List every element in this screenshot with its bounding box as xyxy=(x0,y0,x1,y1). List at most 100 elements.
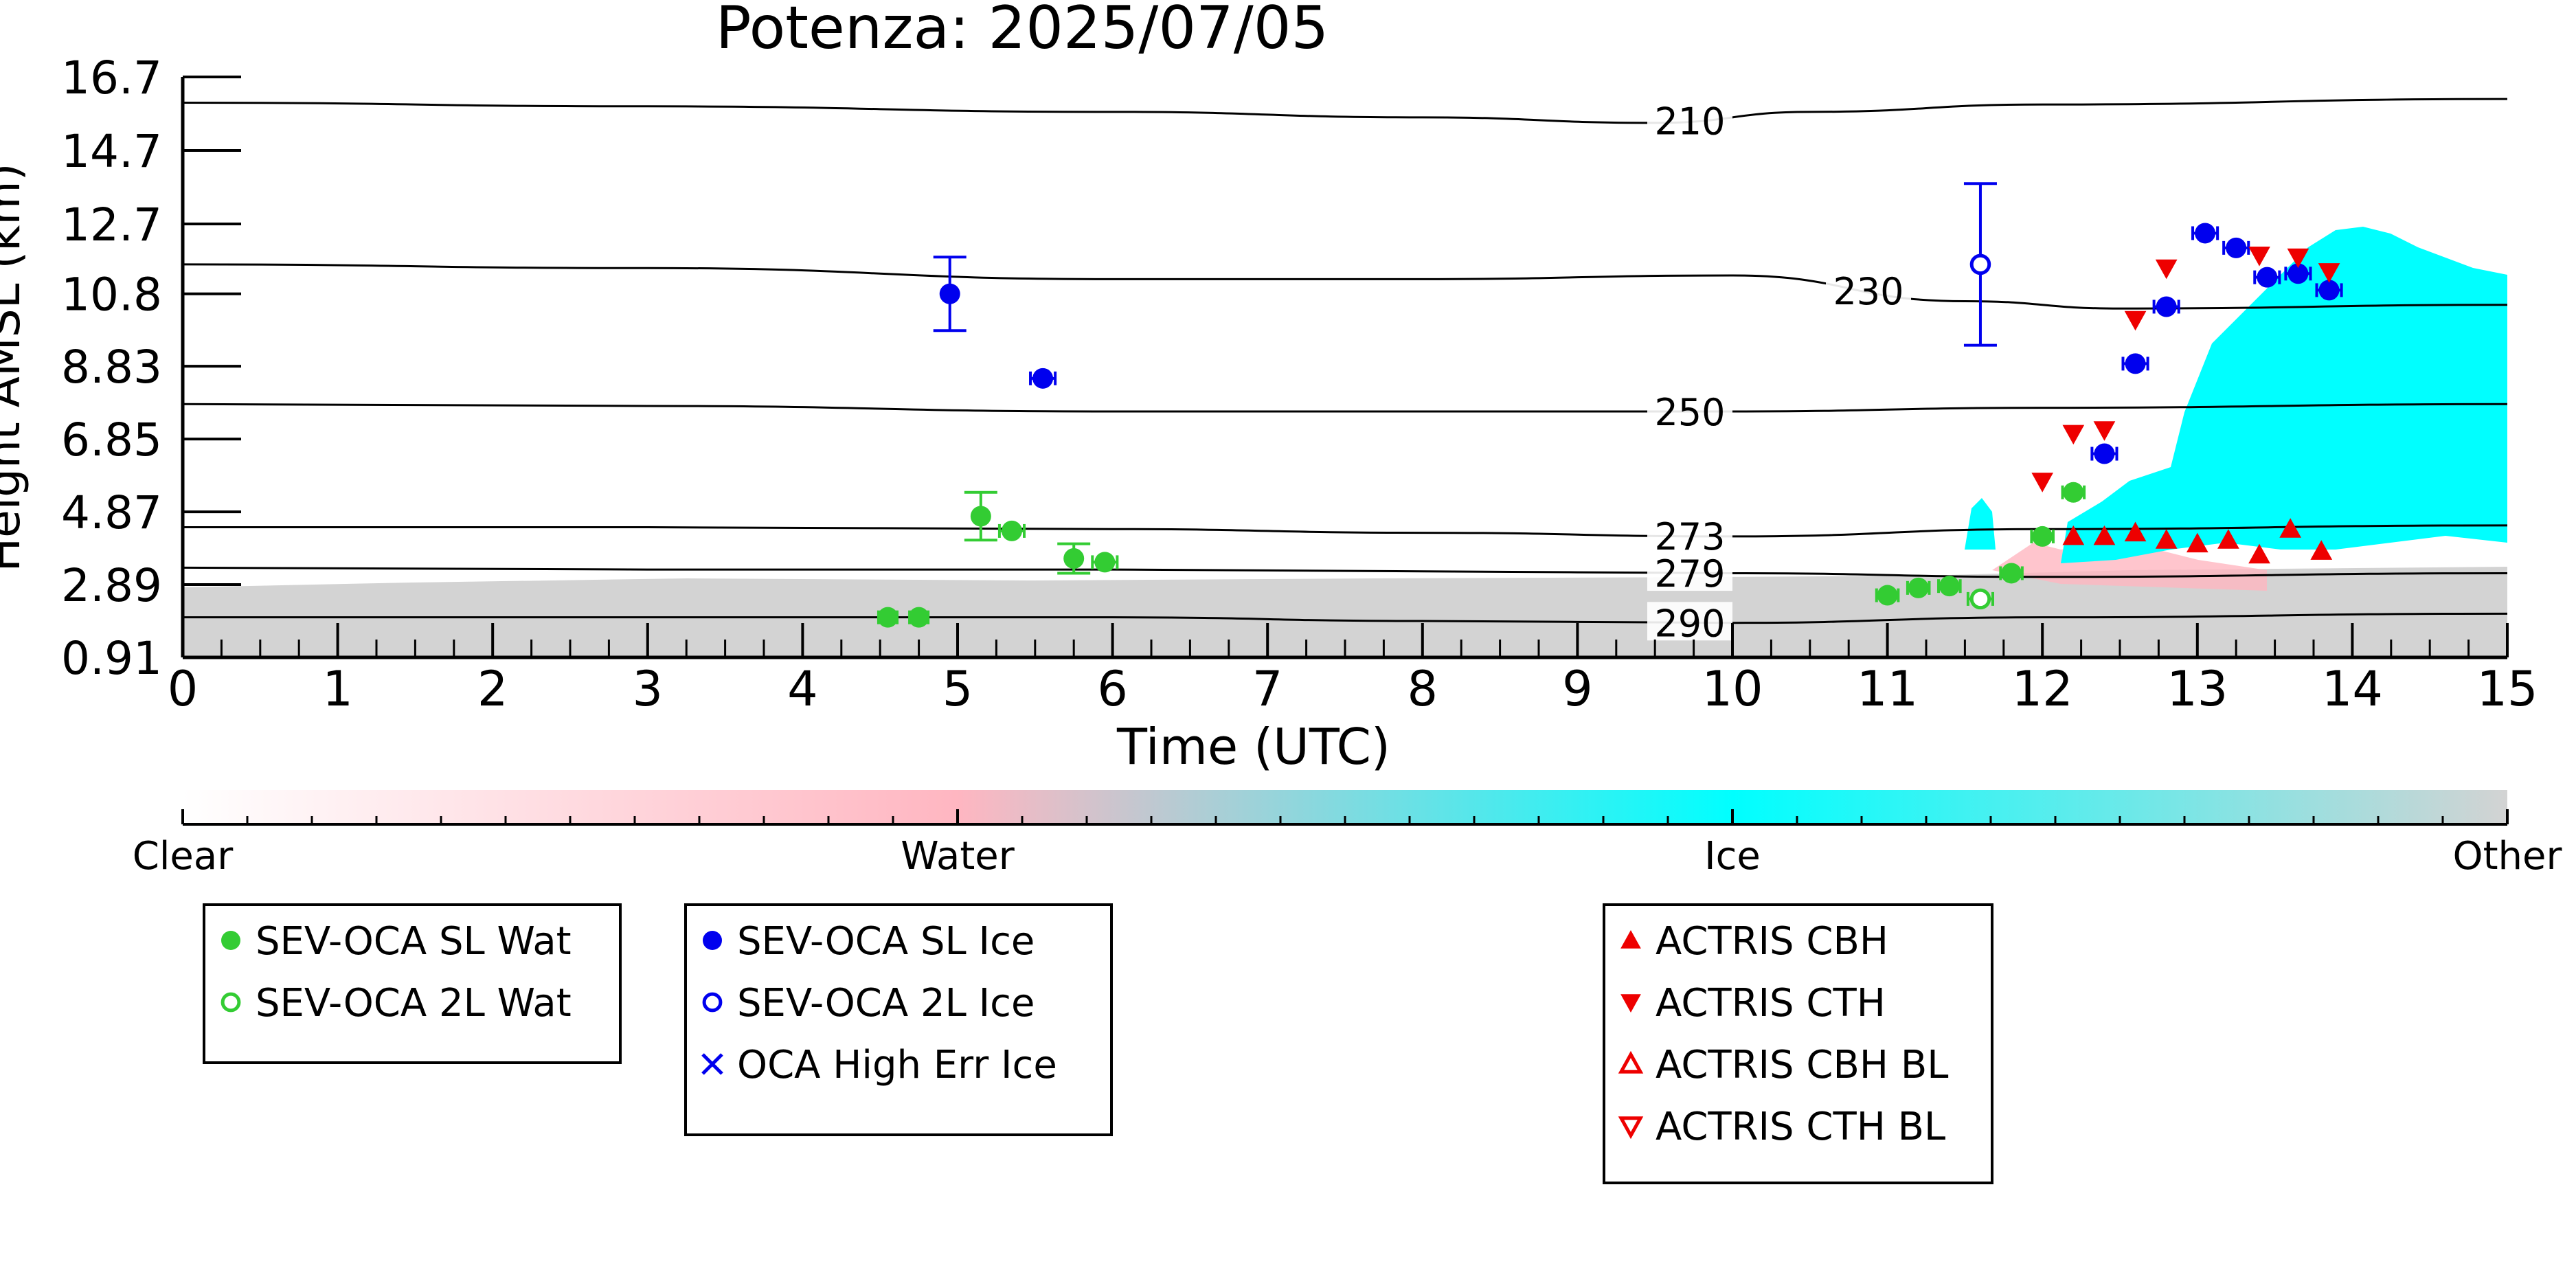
isotherm-label: 279 xyxy=(1654,552,1725,596)
x-tick-label: 15 xyxy=(2476,661,2538,717)
x-tick-label: 11 xyxy=(1857,661,1918,717)
data-point xyxy=(221,992,241,1013)
data-point xyxy=(2217,529,2239,549)
y-tick-label: 8.83 xyxy=(61,341,162,394)
x-tick-label: 8 xyxy=(1408,661,1438,717)
series-actris-cth xyxy=(2031,247,2340,493)
isotherm-layer xyxy=(183,98,2507,624)
data-point xyxy=(2063,482,2084,503)
data-point xyxy=(2155,529,2178,549)
chart-title: Potenza: 2025/07/05 xyxy=(716,0,1329,63)
data-point xyxy=(2156,296,2177,317)
x-axis-label: Time (UTC) xyxy=(1116,718,1390,776)
y-tick-label: 10.8 xyxy=(61,269,162,321)
y-tick-label: 4.87 xyxy=(61,486,162,539)
ice-cloud-column xyxy=(1965,498,1996,550)
x-tick-label: 1 xyxy=(322,661,353,717)
x-tick-label: 2 xyxy=(477,661,508,717)
data-point xyxy=(1908,577,1929,598)
x-tick-label: 7 xyxy=(1252,661,1283,717)
legend-item-label: SEV-OCA 2L Wat xyxy=(256,981,572,1026)
y-tick-label: 2.89 xyxy=(61,559,162,612)
legend-item-label: ACTRIS CBH xyxy=(1656,919,1888,964)
isotherm-label-bg xyxy=(1647,515,1732,554)
y-axis-label: Height AMSL (km) xyxy=(0,163,30,572)
data-point xyxy=(2062,525,2085,545)
x-tick-label: 10 xyxy=(1702,661,1763,717)
data-point xyxy=(2031,473,2054,493)
data-point xyxy=(1032,368,1054,389)
data-point xyxy=(2093,421,2116,441)
data-point xyxy=(2124,310,2147,331)
data-point xyxy=(2094,443,2115,464)
series-sev-oca-2l-wat xyxy=(1966,588,1995,610)
data-point xyxy=(877,607,899,628)
legend-item-label: ACTRIS CBH BL xyxy=(1656,1043,1948,1087)
legend-item-label: SEV-OCA 2L Ice xyxy=(737,981,1035,1026)
data-point xyxy=(1877,585,1898,606)
isotherm-label: 230 xyxy=(1833,270,1903,313)
data-point xyxy=(2287,248,2309,269)
legend-box: SEV-OCA SL Ice SEV-OCA 2L Ice OCA High Err… xyxy=(684,903,1113,1136)
data-point xyxy=(221,931,240,950)
colorbar-ticks: Clear Water Ice Other xyxy=(133,809,2562,879)
isotherm-line xyxy=(183,98,2507,124)
legend-box: SEV-OCA SL Wat SEV-OCA 2L Wat xyxy=(203,903,622,1064)
data-point xyxy=(2287,263,2309,284)
data-point xyxy=(1620,929,1641,949)
y-ticks: 0.91 2.89 4.87 6.85 8.83 10.8 12.7 14.7 16.7 xyxy=(61,52,241,685)
isotherm-line xyxy=(183,263,2507,310)
data-point xyxy=(2248,543,2270,564)
x-tick-label: 3 xyxy=(633,661,664,717)
series-actris-cbh xyxy=(2062,518,2333,564)
data-point xyxy=(2248,247,2270,267)
data-point xyxy=(2257,267,2278,288)
legend-item-label: ACTRIS CTH xyxy=(1656,981,1886,1026)
data-point xyxy=(2155,259,2178,280)
isotherm-label-bg xyxy=(1826,269,1911,308)
data-point xyxy=(1063,548,1085,569)
x-tick-label: 13 xyxy=(2167,661,2228,717)
x-tick-label: 5 xyxy=(942,661,973,717)
data-point xyxy=(1969,588,1991,610)
colorbar-tick-label: Ice xyxy=(1704,834,1761,879)
x-tick-label: 12 xyxy=(2012,661,2073,717)
y-tick-label: 16.7 xyxy=(61,52,162,104)
data-point xyxy=(2125,353,2146,374)
data-point xyxy=(2279,518,2302,538)
legend-item-label: SEV-OCA SL Ice xyxy=(737,919,1035,964)
data-point xyxy=(1939,576,1960,597)
data-point xyxy=(939,283,960,304)
x-tick-label: 14 xyxy=(2322,661,2383,717)
data-point xyxy=(2124,521,2147,542)
series-layer xyxy=(877,182,2343,628)
legend-box: ACTRIS CBH ACTRIS CTH ACTRIS CBH BL ACTRIS … xyxy=(1603,903,1993,1184)
data-point xyxy=(2062,425,2085,445)
y-tick-label: 12.7 xyxy=(61,199,162,251)
data-point xyxy=(1618,1116,1644,1140)
x-tick-label: 9 xyxy=(1562,661,1593,717)
x-tick-label: 0 xyxy=(168,661,199,717)
data-point xyxy=(1618,1050,1644,1074)
water-cloud-region xyxy=(1992,543,2267,591)
isotherm-label-bg xyxy=(1647,100,1732,139)
x-tick-label: 4 xyxy=(787,661,818,717)
isotherm-label-bg xyxy=(1647,602,1732,641)
y-tick-label: 14.7 xyxy=(61,125,162,178)
colorbar-tick-label: Water xyxy=(901,834,1015,879)
legend-item-label: ACTRIS CTH BL xyxy=(1656,1105,1945,1149)
ice-cloud-region xyxy=(2061,227,2507,563)
isotherm-label: 290 xyxy=(1654,602,1725,645)
data-point xyxy=(702,992,723,1013)
data-point xyxy=(1620,994,1641,1013)
data-point xyxy=(1001,520,1022,541)
isotherm-label: 210 xyxy=(1654,100,1725,143)
series-sev-oca-sl-ice xyxy=(933,223,2343,464)
legend-frame xyxy=(684,903,1113,1136)
cloud-mask-layer xyxy=(183,227,2507,657)
y-tick-label: 6.85 xyxy=(61,414,162,466)
series-sev-oca-2l-ice xyxy=(1963,182,1997,347)
isotherm-line xyxy=(183,403,2507,413)
x-ticks: 0 1 2 3 4 5 6 7 8 9 10 11 12 13 14 15 xyxy=(168,623,2538,717)
